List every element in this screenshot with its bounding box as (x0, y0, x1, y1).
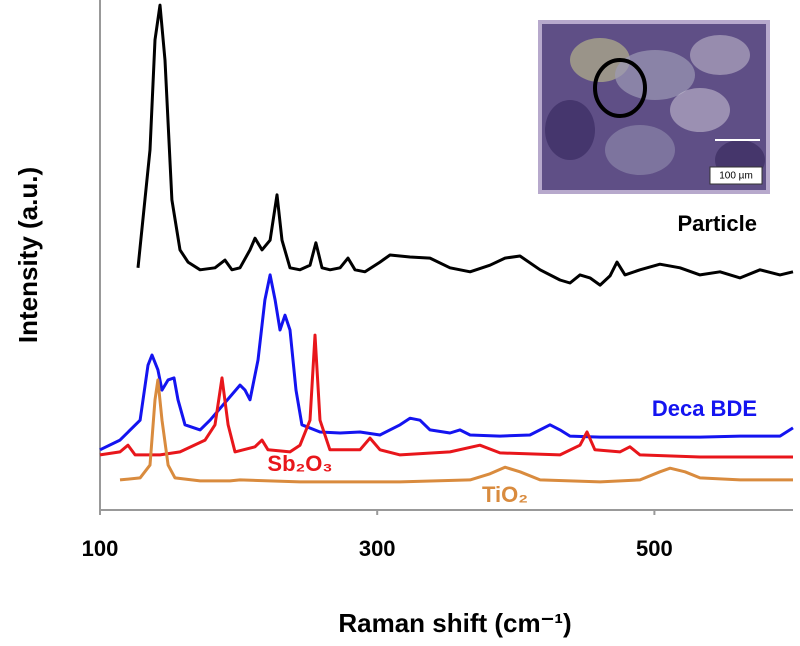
y-axis-title: Intensity (a.u.) (13, 167, 43, 343)
scale-label-box (709, 166, 763, 185)
spectrum-line (136, 3, 794, 287)
spectrum-line (99, 273, 794, 452)
series-label: TiO₂ (482, 482, 528, 507)
inset-blob (605, 125, 675, 175)
series-label: Deca BDE (652, 396, 757, 421)
inset-circle (593, 58, 647, 118)
x-tick-label: 500 (636, 536, 673, 561)
x-tick-label: 100 (82, 536, 119, 561)
inset-blob (545, 100, 595, 160)
series-label: Sb₂O₃ (267, 451, 332, 476)
inset-blob (615, 50, 695, 100)
spectrum-line (99, 333, 793, 459)
series-label: Particle (678, 211, 758, 236)
x-axis-title: Raman shift (cm⁻¹) (338, 608, 571, 638)
inset-blob (670, 88, 730, 132)
x-tick-label: 300 (359, 536, 396, 561)
spectrum-line (119, 378, 793, 484)
inset-micrograph: 100 µm (538, 20, 770, 194)
inset-blob (690, 35, 750, 75)
inset-blob (570, 38, 630, 82)
scale-label: 100 µm (719, 171, 753, 182)
